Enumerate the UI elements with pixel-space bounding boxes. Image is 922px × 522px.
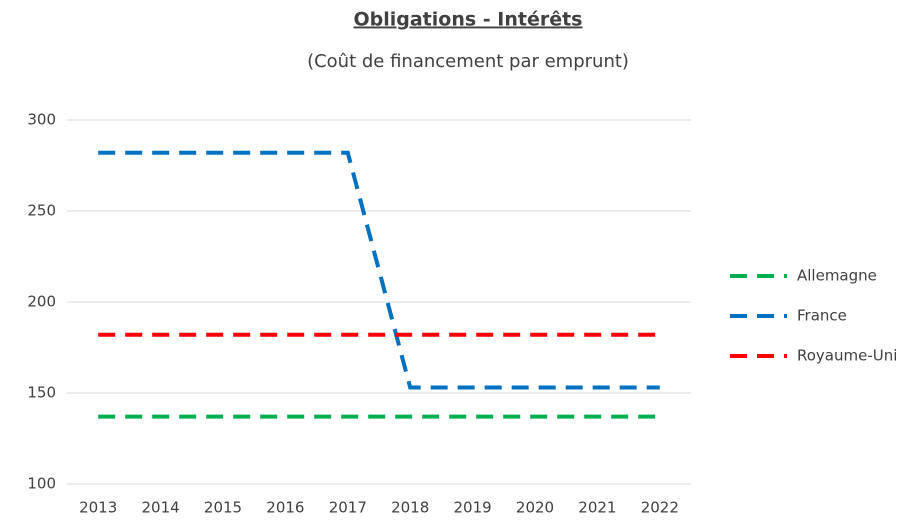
y-tick-label: 250 xyxy=(27,202,56,220)
legend-label: Royaume-Uni xyxy=(797,347,897,365)
chart-subtitle: (Coût de financement par emprunt) xyxy=(307,51,629,72)
x-tick-label: 2018 xyxy=(391,499,429,517)
x-tick-label: 2017 xyxy=(329,499,367,517)
x-tick-label: 2019 xyxy=(454,499,492,517)
x-tick-label: 2014 xyxy=(142,499,180,517)
x-tick-label: 2021 xyxy=(578,499,616,517)
x-tick-label: 2016 xyxy=(266,499,304,517)
x-tick-label: 2020 xyxy=(516,499,554,517)
y-tick-label: 300 xyxy=(27,111,56,129)
y-tick-label: 150 xyxy=(27,384,56,402)
series-line xyxy=(98,150,660,390)
y-tick-label: 200 xyxy=(27,293,56,311)
legend-label: Allemagne xyxy=(797,267,877,285)
chart-title: Obligations - Intérêts xyxy=(353,9,582,31)
x-tick-label: 2015 xyxy=(204,499,242,517)
legend-label: France xyxy=(797,307,847,325)
y-tick-label: 100 xyxy=(27,475,56,493)
x-tick-label: 2022 xyxy=(641,499,679,517)
x-tick-label: 2013 xyxy=(79,499,117,517)
